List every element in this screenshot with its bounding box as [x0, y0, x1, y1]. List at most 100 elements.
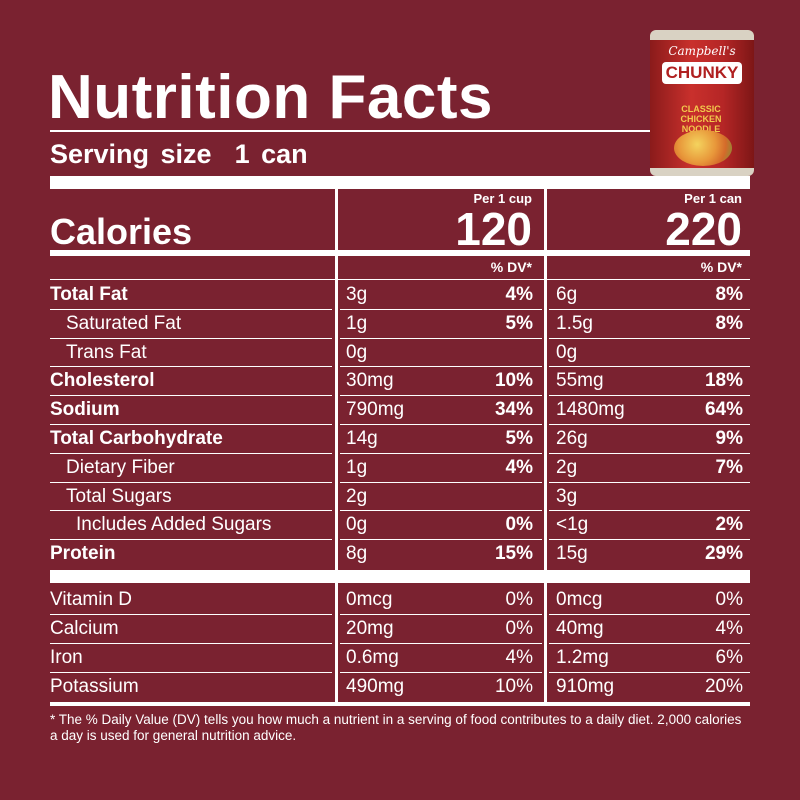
row-divider [549, 510, 750, 512]
vitamin-row: Vitamin D 0mcg 0% 0mcg 0% [0, 586, 800, 615]
amount-per-can: 3g [556, 485, 578, 507]
nutrient-name: Total Carbohydrate [50, 428, 223, 449]
bottom-divider [50, 702, 750, 706]
amount-per-can: 6g [556, 284, 578, 305]
daily-value-footnote: * The % Daily Value (DV) tells you how m… [50, 712, 742, 743]
dv-per-cup: 4% [505, 456, 533, 478]
nutrient-row: Total Sugars 2g 3g [0, 483, 800, 512]
dv-per-cup: 0% [505, 589, 533, 610]
serving-size: Serving size 1 can [50, 139, 308, 169]
dv-per-can: 18% [704, 370, 743, 392]
amount-per-can: 55mg [556, 370, 604, 392]
nutrient-name: Saturated Fat [66, 312, 182, 334]
nutrient-row: Cholesterol 30mg 10% 55mg 18% [0, 367, 800, 397]
calories-per-can: 220 [665, 203, 742, 255]
nutrient-name: Cholesterol [50, 370, 155, 392]
nutrient-name: Total Sugars [66, 485, 172, 507]
dv-per-cup: 4% [505, 284, 533, 305]
amount-per-can: 15g [556, 543, 588, 565]
vitamin-row: Calcium 20mg 0% 40mg 4% [0, 615, 800, 644]
row-divider [549, 643, 750, 644]
thick-divider-top [50, 176, 750, 189]
amount-per-cup: 490mg [346, 676, 405, 697]
variety-label: CLASSIC CHICKEN NOODLE [680, 104, 722, 134]
dv-header-divider [50, 279, 750, 280]
row-divider [549, 308, 750, 310]
nutrient-name: Trans Fat [66, 341, 147, 363]
soup-can-image: Campbell's CHUNKY CLASSIC CHICKEN NOODLE [650, 30, 754, 176]
row-divider [50, 395, 332, 397]
nutrient-name: Sodium [50, 399, 120, 421]
nutrient-row: Saturated Fat 1g 5% 1.5g 8% [0, 310, 800, 339]
nutrient-row: Includes Added Sugars 0g 0% <1g 2% [0, 511, 800, 541]
amount-per-cup: 20mg [346, 618, 394, 639]
dv-per-can: 29% [704, 543, 743, 565]
amount-per-cup: 790mg [346, 399, 405, 421]
row-divider [549, 481, 750, 483]
nutrient-row: Dietary Fiber 1g 4% 2g 7% [0, 454, 800, 483]
nutrient-name: Potassium [50, 676, 139, 697]
row-divider [549, 395, 750, 397]
dv-header-cup: % DV* [490, 259, 532, 275]
nutrient-name: Dietary Fiber [66, 456, 175, 478]
calories-divider [50, 250, 750, 256]
amount-per-cup: 0g [346, 514, 368, 536]
dv-per-cup: 10% [494, 676, 533, 697]
amount-per-can: 2g [556, 456, 578, 478]
title-divider [50, 130, 750, 132]
row-divider [549, 337, 750, 339]
nutrient-name: Iron [50, 647, 83, 668]
dv-per-cup: 5% [505, 312, 533, 334]
thick-divider-middle [50, 570, 750, 583]
amount-per-can: 40mg [556, 618, 604, 639]
row-divider [50, 614, 332, 615]
row-divider [340, 395, 542, 397]
nutrient-row: Sodium 790mg 34% 1480mg 64% [0, 396, 800, 425]
row-divider [50, 366, 332, 368]
dv-per-can: 7% [715, 456, 743, 478]
amount-per-can: 910mg [556, 676, 615, 697]
row-divider [340, 539, 542, 541]
row-divider [549, 672, 750, 673]
amount-per-can: 1480mg [556, 399, 625, 421]
row-divider [340, 643, 542, 644]
row-divider [50, 452, 332, 454]
amount-per-cup: 3g [346, 284, 368, 305]
row-divider [340, 308, 542, 310]
row-divider [549, 539, 750, 541]
amount-per-cup: 14g [346, 428, 378, 449]
dv-per-cup: 5% [505, 428, 533, 449]
nutrient-name: Protein [50, 543, 116, 565]
amount-per-can: 0g [556, 341, 578, 363]
nutrient-row: Protein 8g 15% 15g 29% [0, 540, 800, 569]
vitamin-row: Potassium 490mg 10% 910mg 20% [0, 673, 800, 702]
amount-per-can: <1g [556, 514, 589, 536]
nutrient-name: Includes Added Sugars [76, 514, 272, 536]
row-divider [50, 643, 332, 644]
amount-per-cup: 2g [346, 485, 368, 507]
row-divider [50, 539, 332, 541]
dv-header-can: % DV* [700, 259, 742, 275]
amount-per-cup: 1g [346, 456, 368, 478]
column-separator-1 [335, 189, 338, 702]
dv-per-can: 2% [715, 514, 743, 536]
product-name-logo: CHUNKY [662, 62, 742, 84]
row-divider [549, 614, 750, 615]
row-divider [549, 366, 750, 368]
dv-per-can: 0% [715, 589, 743, 610]
dv-per-cup: 15% [494, 543, 533, 565]
nutrient-row: Total Carbohydrate 14g 5% 26g 9% [0, 425, 800, 454]
row-divider [50, 510, 332, 512]
dv-per-cup: 0% [505, 618, 533, 639]
row-divider [340, 510, 542, 512]
amount-per-can: 0mcg [556, 589, 603, 610]
nutrient-row: Total Fat 3g 4% 6g 8% [0, 281, 800, 310]
dv-per-cup: 4% [505, 647, 533, 668]
per-cup-label: Per 1 cup [473, 191, 532, 206]
row-divider [340, 614, 542, 615]
dv-per-can: 8% [715, 284, 743, 305]
row-divider [340, 452, 542, 454]
dv-per-can: 64% [704, 399, 743, 421]
row-divider [549, 452, 750, 454]
amount-per-cup: 30mg [346, 370, 394, 392]
